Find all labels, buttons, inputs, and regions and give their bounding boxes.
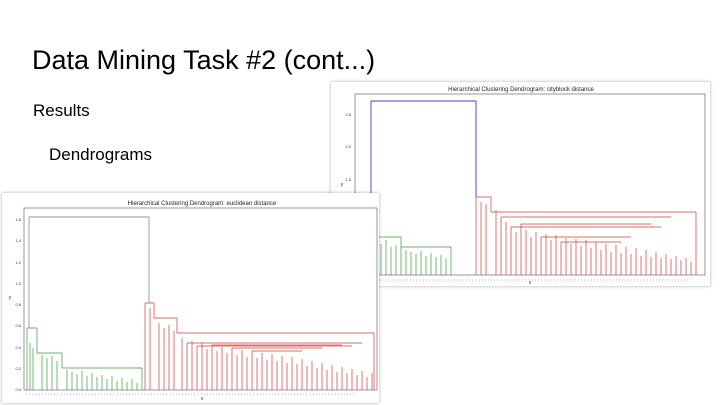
y-tick: 0.2 <box>15 366 21 371</box>
dendrogram-euclidean-svg: Hierarchical Clustering Dendrogram: eucl… <box>9 201 378 402</box>
y-tick: 2.5 <box>345 112 351 117</box>
y-axis-label: y <box>9 295 12 301</box>
dendrogram-cityblock-title: Hierarchical Clustering Dendrogram: city… <box>448 87 594 93</box>
bullet-results: Results <box>33 101 90 120</box>
plot-frame <box>354 93 706 276</box>
leaf-labels: | | | | | | | | | | | | | | | | | | | | … <box>357 278 689 282</box>
dendrogram-cluster-red <box>144 302 375 390</box>
y-tick: 0.4 <box>15 345 21 350</box>
slide-title: Data Mining Task #2 (cont...) <box>32 45 376 75</box>
dendrogram-cluster-red <box>475 196 697 275</box>
bullet-dendrograms: Dendrograms <box>49 145 152 164</box>
dendrogram-euclidean-title: Hierarchical Clustering Dendrogram: eucl… <box>128 201 277 207</box>
dendrogram-cluster-green <box>26 327 143 390</box>
dendrogram-root-link <box>370 100 477 237</box>
y-tick: 1.4 <box>15 238 21 243</box>
leaf-labels: | | | | | | | | | | | | | | | | | | | | … <box>26 392 354 396</box>
y-axis-label: y <box>341 182 344 188</box>
y-tick: 1.6 <box>15 217 21 222</box>
y-tick: 0.0 <box>15 387 21 392</box>
x-axis-label: x <box>529 280 532 286</box>
y-axis-ticks: 1.6 1.4 1.2 1.0 0.8 0.6 0.4 0.2 0.0 <box>15 217 21 392</box>
dendrogram-cityblock-figure: Hierarchical Clustering Dendrogram: city… <box>331 82 710 286</box>
dendrogram-euclidean-figure: Hierarchical Clustering Dendrogram: eucl… <box>2 193 379 403</box>
y-tick: 0.6 <box>15 323 21 328</box>
y-tick: 1.2 <box>15 260 21 265</box>
dendrogram-cityblock-svg: Hierarchical Clustering Dendrogram: city… <box>341 87 706 286</box>
plot-frame <box>23 207 378 391</box>
dendrogram-root-link <box>28 216 150 328</box>
y-tick: 1.5 <box>345 177 351 182</box>
y-tick: 1.0 <box>15 281 21 286</box>
y-tick: 0.8 <box>15 302 21 307</box>
x-axis-label: x <box>201 396 204 402</box>
y-tick: 2.0 <box>345 144 351 149</box>
